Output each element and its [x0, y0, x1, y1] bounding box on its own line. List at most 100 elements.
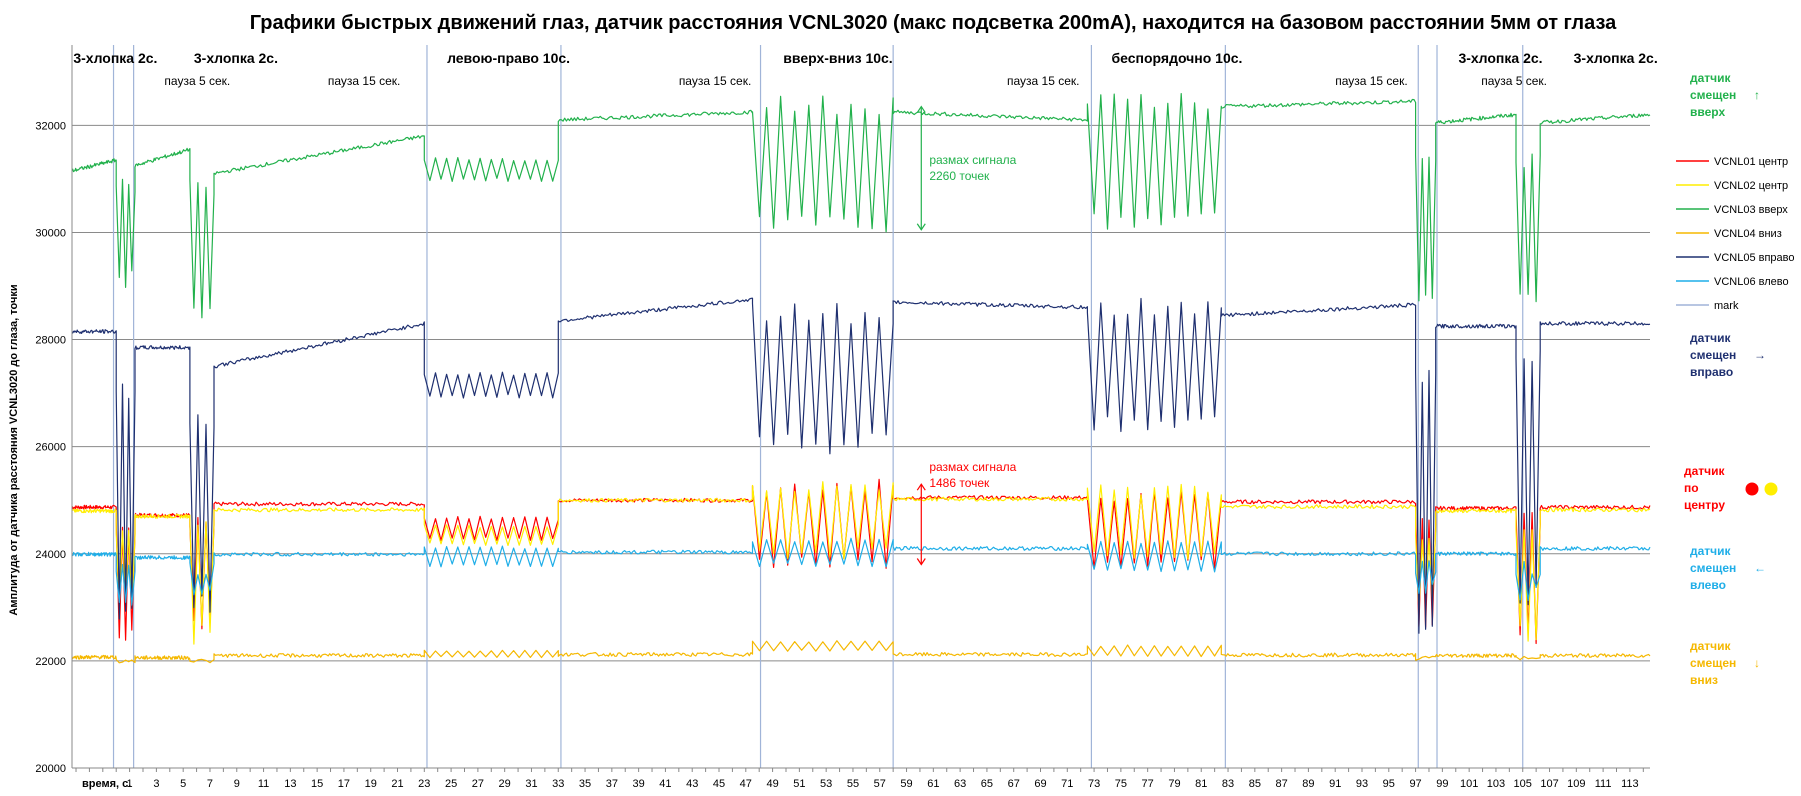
side-label-text: смещен	[1690, 88, 1736, 102]
x-tick-label: 1	[127, 778, 133, 790]
x-tick-label: 71	[1061, 778, 1073, 790]
x-tick-label: 89	[1302, 778, 1314, 790]
side-label-arrow: ↓	[1754, 656, 1760, 670]
x-tick-label: 17	[338, 778, 350, 790]
x-tick-label: 35	[579, 778, 591, 790]
series-line-vcnl03	[71, 93, 1651, 319]
legend: VCNL01 центр VCNL02 центр VCNL03 вверх VCNL…	[1676, 156, 1795, 312]
y-tick-label: 22000	[35, 656, 66, 668]
x-tick-label: 13	[284, 778, 296, 790]
annotation-text: размах сигнала	[929, 460, 1016, 474]
pause-label: пауза 15 сек.	[1007, 74, 1080, 88]
x-tick-label: 41	[659, 778, 671, 790]
x-tick-label: 49	[766, 778, 778, 790]
x-tick-label: 29	[499, 778, 511, 790]
x-tick-label: 53	[820, 778, 832, 790]
x-tick-label: 61	[927, 778, 939, 790]
side-label-dot	[1745, 482, 1759, 496]
x-tick-label: 19	[365, 778, 377, 790]
x-tick-label: 103	[1487, 778, 1505, 790]
side-label-text: датчик	[1684, 464, 1726, 478]
series-line-vcnl06	[71, 537, 1651, 606]
x-tick-label: 63	[954, 778, 966, 790]
grid	[72, 124, 1650, 769]
x-tick-label: 69	[1034, 778, 1046, 790]
legend-label: VCNL01 центр	[1714, 156, 1788, 168]
series-line-vcnl04	[71, 640, 1651, 664]
side-label-text: смещен	[1690, 656, 1736, 670]
legend-label: VCNL04 вниз	[1714, 228, 1782, 240]
series-line-vcnl01	[71, 478, 1651, 645]
side-label-text: по	[1684, 481, 1699, 495]
pause-label: пауза 15 сек.	[328, 74, 401, 88]
x-tick-label: 15	[311, 778, 323, 790]
side-label-text: вверх	[1690, 105, 1725, 119]
x-tick-label: 37	[606, 778, 618, 790]
series-line-vcnl02	[71, 481, 1651, 645]
series-line-vcnl05	[71, 297, 1651, 634]
x-tick-label: 109	[1567, 778, 1585, 790]
x-tick-label: 111	[1595, 778, 1612, 790]
side-label-arrow: ↑	[1754, 88, 1760, 102]
x-tick-label: 101	[1460, 778, 1478, 790]
annotation-arrow-head	[916, 483, 926, 491]
y-tick-label: 20000	[35, 763, 66, 775]
pause-label: пауза 15 сек.	[679, 74, 752, 88]
y-tick-label: 30000	[35, 227, 66, 239]
x-tick-label: 107	[1540, 778, 1558, 790]
side-label-text: датчик	[1690, 331, 1732, 345]
segment-label: беспорядочно 10с.	[1111, 50, 1242, 66]
segment-label: 3-хлопка 2с.	[194, 50, 278, 66]
x-tick-label: 59	[900, 778, 912, 790]
x-tick-label: 21	[391, 778, 403, 790]
x-tick-label: 47	[740, 778, 752, 790]
side-label-text: смещен	[1690, 561, 1736, 575]
side-labels: датчик смещен вверх ↑ датчик смещен вправо → дат…	[1684, 71, 1778, 687]
x-tick-label: 81	[1195, 778, 1207, 790]
side-label-text: влево	[1690, 578, 1726, 592]
side-label-text: датчик	[1690, 639, 1732, 653]
x-tick-label: 99	[1436, 778, 1448, 790]
x-tick-label: 55	[847, 778, 859, 790]
segment-label: левою-право 10с.	[447, 50, 570, 66]
x-tick-label: 83	[1222, 778, 1234, 790]
y-tick-label: 32000	[35, 120, 66, 132]
x-tick-label: 79	[1168, 778, 1180, 790]
x-tick-label: 73	[1088, 778, 1100, 790]
segment-label: 3-хлопка 2с.	[73, 50, 157, 66]
legend-label: mark	[1714, 300, 1739, 312]
y-tick-label: 24000	[35, 549, 66, 561]
annotation-text: размах сигнала	[929, 153, 1016, 167]
x-tick-label: 77	[1142, 778, 1154, 790]
annotations: размах сигнала 2260 точек размах сигнала 14…	[916, 105, 1017, 566]
x-tick-label: 5	[180, 778, 186, 790]
x-tick-label: 85	[1249, 778, 1261, 790]
annotation-arrow-head	[916, 558, 926, 566]
x-tick-label: 25	[445, 778, 457, 790]
segment-labels: 3-хлопка 2с. 3-хлопка 2с. левою-право 10с.…	[73, 50, 1657, 88]
x-tick-label: 27	[472, 778, 484, 790]
series-group	[71, 93, 1651, 664]
side-label-text: датчик	[1690, 544, 1732, 558]
side-label-text: вправо	[1690, 365, 1733, 379]
x-tick-label: 65	[981, 778, 993, 790]
annotation-arrow-head	[916, 223, 926, 231]
x-tick-label: 93	[1356, 778, 1368, 790]
legend-label: VCNL05 вправо	[1714, 252, 1795, 264]
legend-label: VCNL03 вверх	[1714, 204, 1788, 216]
x-tick-label: 31	[525, 778, 537, 790]
side-label-text: смещен	[1690, 348, 1736, 362]
side-label-text: центру	[1684, 498, 1725, 512]
x-tick-label: 33	[552, 778, 564, 790]
y-axis-label: Амплитуда от датчика расстояния VCNL3020…	[8, 284, 20, 615]
y-tick-label: 26000	[35, 442, 66, 454]
pause-label: пауза 5 сек.	[1481, 74, 1547, 88]
legend-label: VCNL06 влево	[1714, 276, 1789, 288]
annotation-text: 2260 точек	[929, 169, 990, 183]
side-label-text: датчик	[1690, 71, 1732, 85]
side-label-arrow: ←	[1754, 561, 1766, 575]
x-tick-label: 75	[1115, 778, 1127, 790]
x-tick-label: 7	[207, 778, 213, 790]
x-tick-label: 113	[1621, 778, 1639, 790]
